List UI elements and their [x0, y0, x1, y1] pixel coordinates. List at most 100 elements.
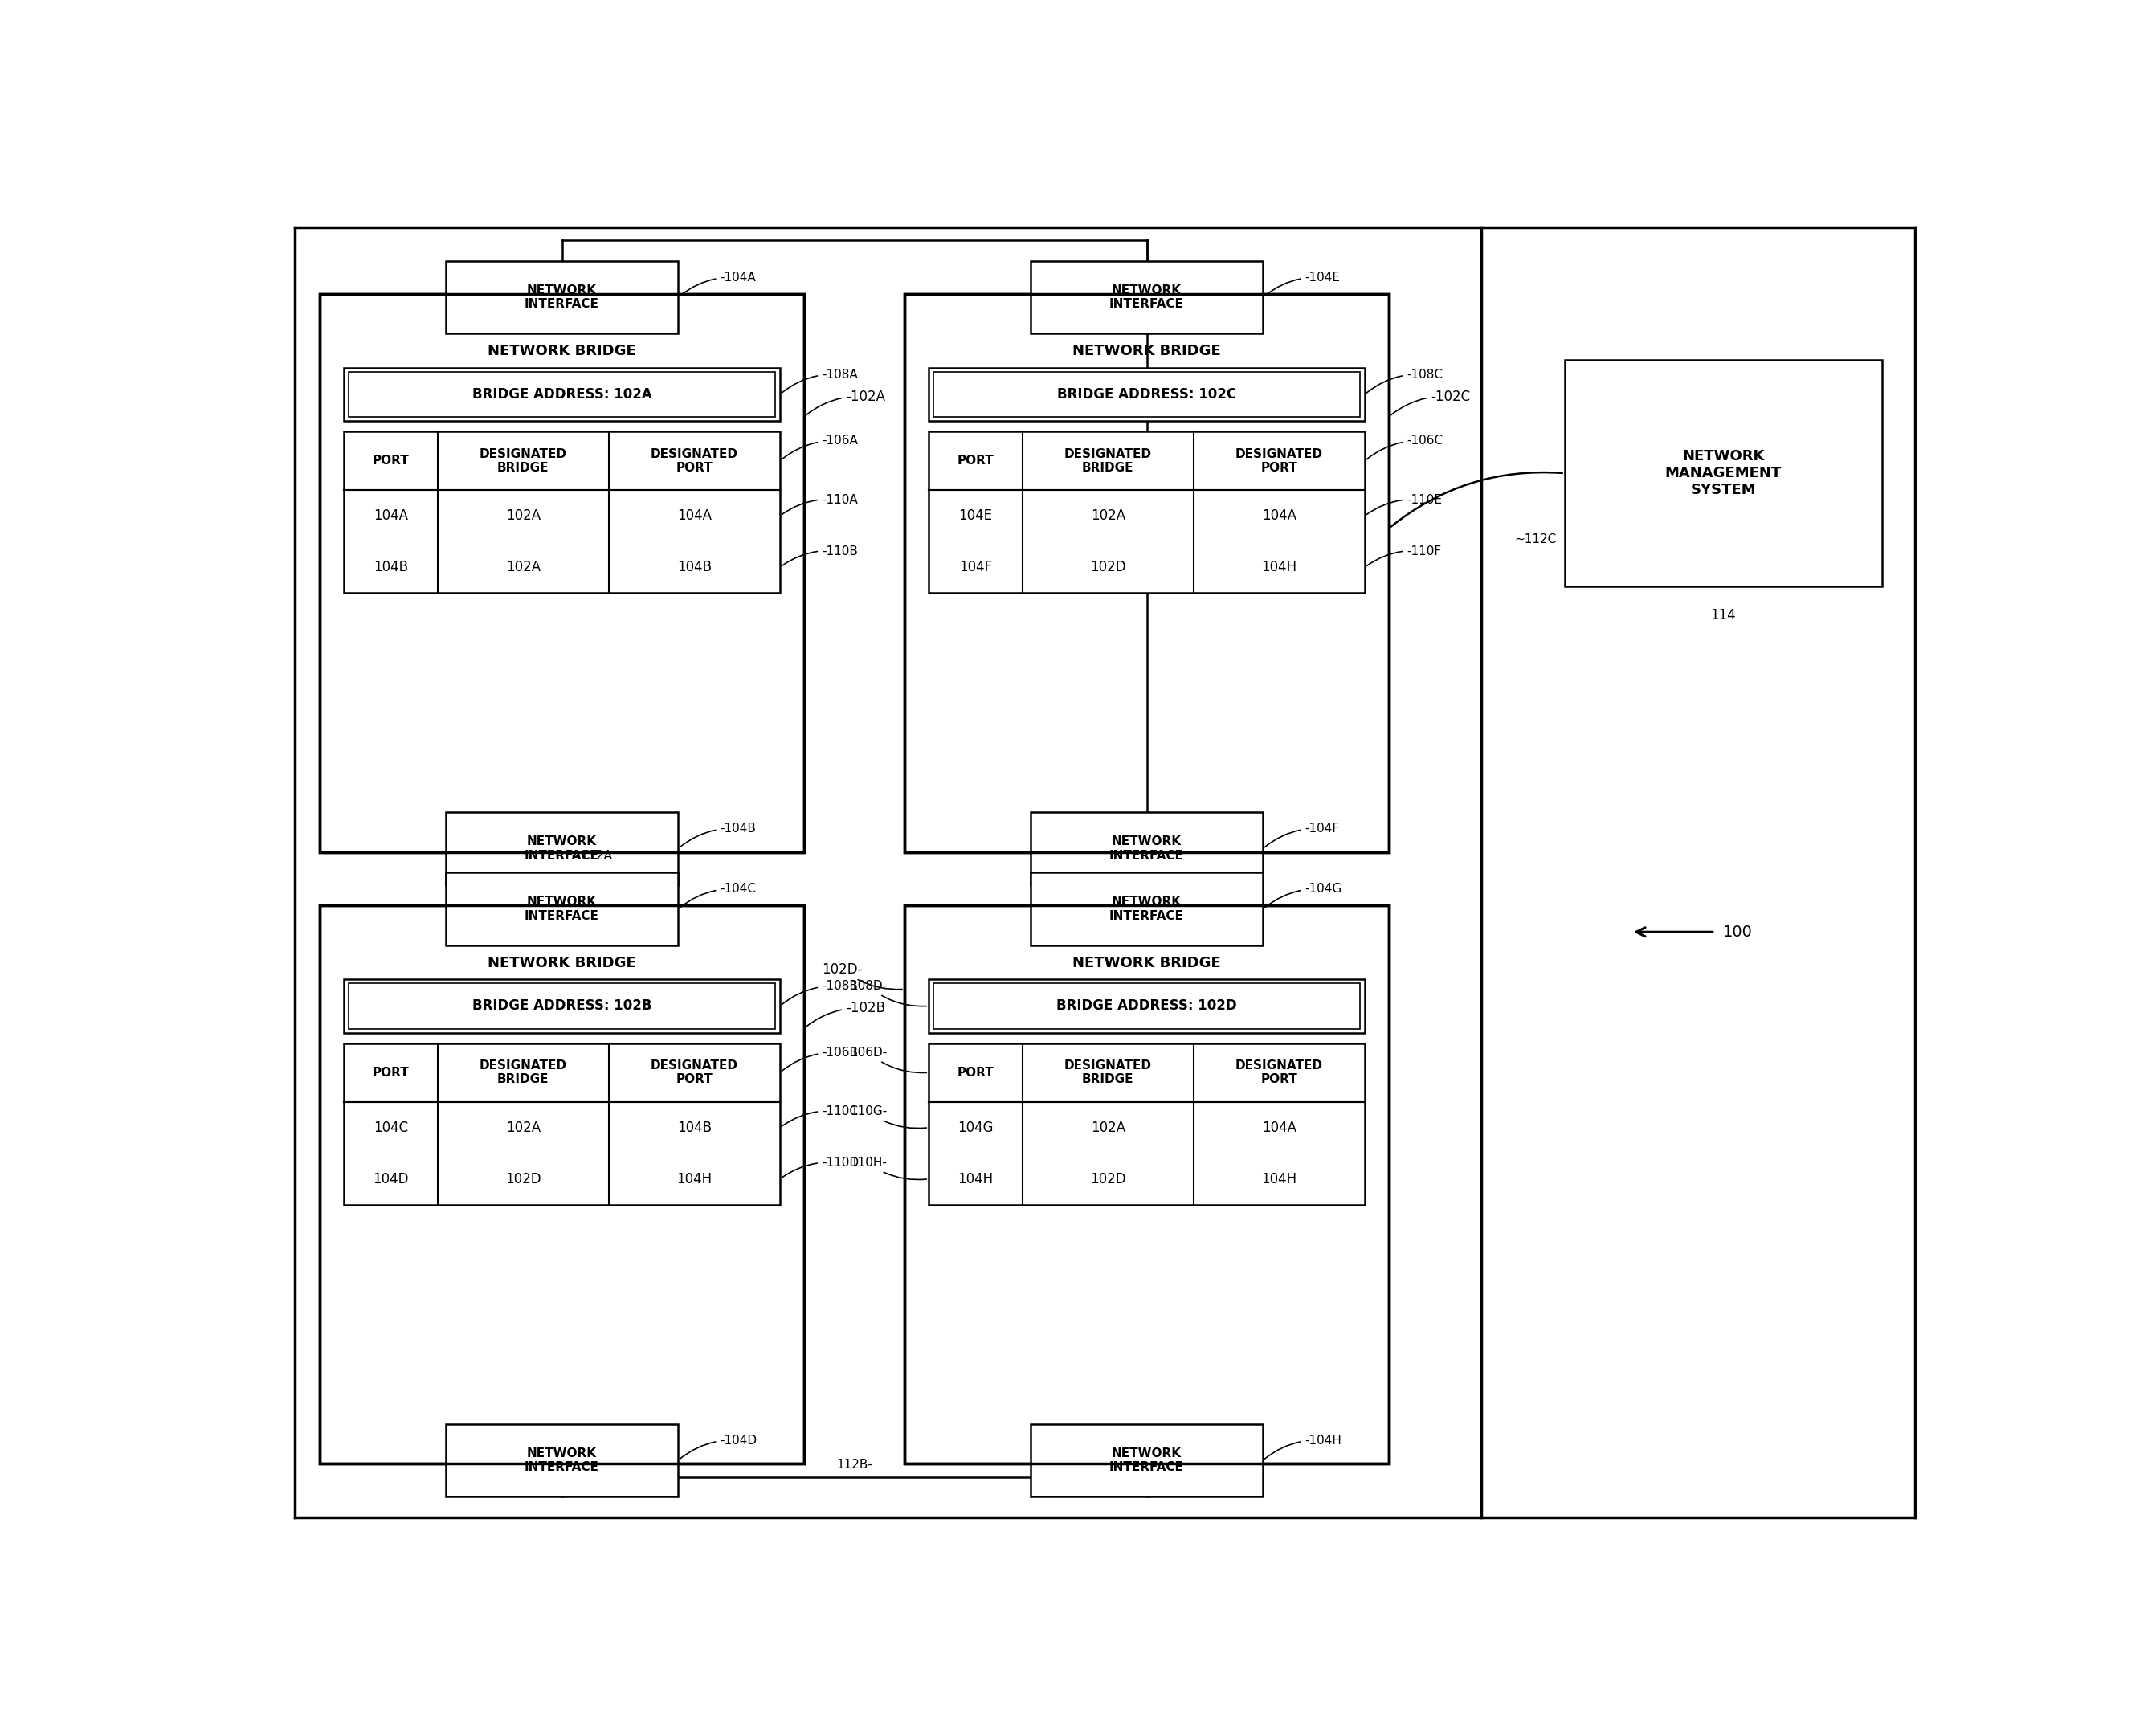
Text: DESIGNATED
PORT: DESIGNATED PORT: [651, 1060, 737, 1086]
Bar: [343, 979, 780, 1033]
Bar: [446, 261, 679, 333]
Text: BRIDGE ADDRESS: 102B: BRIDGE ADDRESS: 102B: [472, 998, 651, 1014]
Text: NETWORK
INTERFACE: NETWORK INTERFACE: [524, 836, 599, 862]
Text: 104E: 104E: [959, 509, 992, 523]
Text: 110G-: 110G-: [849, 1105, 927, 1128]
Text: 104A: 104A: [1261, 509, 1296, 523]
Text: 104H: 104H: [957, 1171, 994, 1186]
Bar: [906, 905, 1388, 1464]
Text: DESIGNATED
BRIDGE: DESIGNATED BRIDGE: [1065, 1060, 1151, 1086]
Text: 102D: 102D: [1091, 1171, 1125, 1186]
Text: NETWORK BRIDGE: NETWORK BRIDGE: [1072, 955, 1220, 971]
Text: 104A: 104A: [1261, 1121, 1296, 1135]
Text: 104H: 104H: [1261, 560, 1296, 575]
Bar: [929, 368, 1365, 421]
Bar: [1031, 872, 1263, 945]
Text: 102D: 102D: [1091, 560, 1125, 575]
Text: 114: 114: [1710, 608, 1736, 623]
Bar: [319, 294, 804, 851]
Text: 112B-: 112B-: [837, 1459, 873, 1471]
Text: NETWORK
INTERFACE: NETWORK INTERFACE: [524, 1447, 599, 1473]
Bar: [349, 371, 774, 416]
Text: NETWORK
INTERFACE: NETWORK INTERFACE: [1110, 1447, 1184, 1473]
Text: 100: 100: [1723, 924, 1753, 939]
Text: DESIGNATED
PORT: DESIGNATED PORT: [1235, 447, 1324, 473]
Text: -106A: -106A: [783, 435, 858, 459]
Text: 104B: 104B: [677, 560, 711, 575]
Text: -104G: -104G: [1266, 882, 1341, 908]
Text: PORT: PORT: [373, 454, 410, 466]
Text: 102D: 102D: [505, 1171, 541, 1186]
Text: -108C: -108C: [1367, 368, 1442, 394]
Text: -102B: -102B: [806, 1002, 886, 1028]
Bar: [446, 1425, 679, 1497]
Bar: [349, 983, 774, 1029]
Text: 104H: 104H: [1261, 1171, 1296, 1186]
Text: -104A: -104A: [679, 271, 757, 295]
Text: -102A: -102A: [806, 389, 886, 414]
Text: 104D: 104D: [373, 1171, 410, 1186]
Text: -108B: -108B: [783, 981, 858, 1005]
Text: -104E: -104E: [1266, 271, 1341, 295]
Text: NETWORK BRIDGE: NETWORK BRIDGE: [487, 955, 636, 971]
Text: NETWORK BRIDGE: NETWORK BRIDGE: [487, 344, 636, 357]
Text: -108A: -108A: [783, 368, 858, 394]
Text: -110E: -110E: [1367, 494, 1442, 515]
Text: NETWORK
MANAGEMENT
SYSTEM: NETWORK MANAGEMENT SYSTEM: [1664, 449, 1781, 497]
Text: BRIDGE ADDRESS: 102D: BRIDGE ADDRESS: 102D: [1056, 998, 1238, 1014]
Text: 102A: 102A: [507, 509, 541, 523]
Text: DESIGNATED
BRIDGE: DESIGNATED BRIDGE: [1065, 447, 1151, 473]
Bar: [1031, 812, 1263, 884]
Text: NETWORK
INTERFACE: NETWORK INTERFACE: [524, 896, 599, 922]
Text: 102A: 102A: [507, 560, 541, 575]
Bar: [446, 812, 679, 884]
Text: -106C: -106C: [1367, 435, 1442, 459]
Text: 102A: 102A: [1091, 1121, 1125, 1135]
Text: ~112C: ~112C: [1514, 534, 1557, 546]
Bar: [446, 872, 679, 945]
Text: -106B: -106B: [783, 1047, 858, 1071]
Text: BRIDGE ADDRESS: 102A: BRIDGE ADDRESS: 102A: [472, 387, 651, 402]
Bar: [929, 979, 1365, 1033]
Bar: [934, 371, 1360, 416]
Text: -104C: -104C: [679, 882, 757, 908]
Text: -110F: -110F: [1367, 546, 1440, 566]
Text: 104A: 104A: [373, 509, 407, 523]
Text: 104F: 104F: [959, 560, 992, 575]
Text: DESIGNATED
BRIDGE: DESIGNATED BRIDGE: [479, 1060, 567, 1086]
Text: 104A: 104A: [677, 509, 711, 523]
Text: -110A: -110A: [783, 494, 858, 515]
Text: NETWORK
INTERFACE: NETWORK INTERFACE: [1110, 896, 1184, 922]
Text: DESIGNATED
PORT: DESIGNATED PORT: [1235, 1060, 1324, 1086]
Bar: [1031, 261, 1263, 333]
Text: 102D-: 102D-: [821, 962, 901, 990]
Text: PORT: PORT: [957, 1067, 994, 1079]
Text: -110B: -110B: [783, 546, 858, 566]
Bar: [1031, 1425, 1263, 1497]
Text: 104G: 104G: [957, 1121, 994, 1135]
Bar: [343, 432, 780, 592]
Text: -104B: -104B: [679, 822, 757, 848]
Bar: [906, 294, 1388, 851]
Text: -104F: -104F: [1266, 822, 1339, 848]
Text: 104B: 104B: [373, 560, 407, 575]
Text: ~112A: ~112A: [569, 850, 612, 862]
Text: NETWORK BRIDGE: NETWORK BRIDGE: [1072, 344, 1220, 357]
Text: NETWORK
INTERFACE: NETWORK INTERFACE: [1110, 285, 1184, 311]
Bar: [343, 368, 780, 421]
Text: 104H: 104H: [677, 1171, 711, 1186]
Bar: [343, 1043, 780, 1205]
Text: -104H: -104H: [1266, 1435, 1341, 1459]
Text: PORT: PORT: [373, 1067, 410, 1079]
Text: 102A: 102A: [507, 1121, 541, 1135]
Bar: [1565, 361, 1882, 585]
Bar: [906, 294, 1388, 851]
Text: -104D: -104D: [679, 1435, 757, 1459]
Bar: [319, 905, 804, 1464]
Text: 104C: 104C: [373, 1121, 407, 1135]
Text: 108D-: 108D-: [849, 981, 927, 1007]
Text: DESIGNATED
PORT: DESIGNATED PORT: [651, 447, 737, 473]
Text: BRIDGE ADDRESS: 102C: BRIDGE ADDRESS: 102C: [1056, 387, 1235, 402]
Bar: [319, 905, 804, 1464]
Text: -110D: -110D: [783, 1157, 858, 1178]
